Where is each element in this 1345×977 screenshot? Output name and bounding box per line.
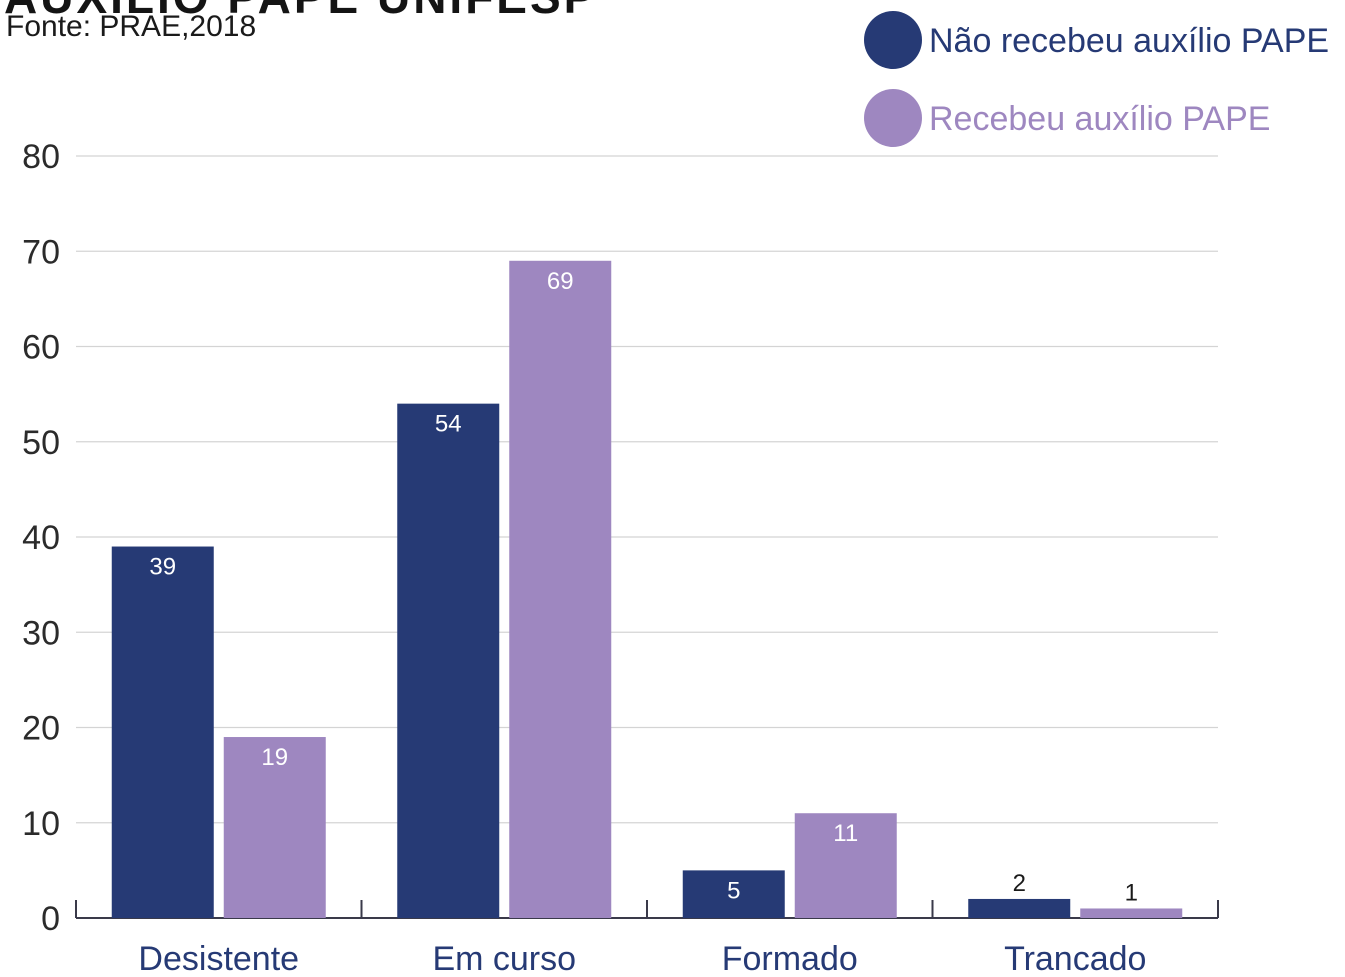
data-label: 69 bbox=[547, 268, 574, 295]
data-label: 39 bbox=[149, 554, 176, 581]
bar bbox=[223, 737, 326, 918]
y-tick-label: 40 bbox=[22, 519, 60, 557]
legend-label: Não recebeu auxílio PAPE bbox=[929, 22, 1329, 60]
y-tick-label: 20 bbox=[22, 710, 60, 748]
data-label: 11 bbox=[833, 820, 858, 847]
bar bbox=[397, 403, 500, 918]
y-tick-label: 60 bbox=[22, 329, 60, 367]
data-label: 1 bbox=[1125, 879, 1138, 906]
bar bbox=[1080, 908, 1183, 918]
data-label: 2 bbox=[1013, 870, 1026, 897]
x-tick-label: Formado bbox=[722, 940, 858, 977]
data-label: 5 bbox=[727, 877, 740, 904]
chart-source: Fonte: PRAE,2018 bbox=[6, 10, 257, 43]
legend-label: Recebeu auxílio PAPE bbox=[929, 100, 1270, 138]
legend-swatch bbox=[864, 89, 922, 147]
y-tick-label: 10 bbox=[22, 805, 60, 843]
y-tick-label: 30 bbox=[22, 614, 60, 652]
data-label: 19 bbox=[261, 744, 288, 771]
legend-swatch bbox=[864, 11, 922, 69]
bar bbox=[794, 813, 897, 918]
y-tick-label: 50 bbox=[22, 424, 60, 462]
bar bbox=[111, 546, 214, 918]
y-tick-label: 0 bbox=[41, 900, 60, 938]
x-tick-label: Desistente bbox=[138, 940, 299, 977]
data-label: 54 bbox=[435, 411, 462, 438]
x-tick-label: Em curso bbox=[432, 940, 576, 977]
chart-title: AUXÍLIO PAPE UNIFESP bbox=[4, 0, 597, 24]
y-tick-label: 80 bbox=[22, 138, 60, 176]
bar bbox=[682, 870, 785, 918]
y-tick-label: 70 bbox=[22, 233, 60, 271]
bar bbox=[509, 260, 612, 918]
bar bbox=[968, 898, 1071, 918]
x-tick-label: Trancado bbox=[1004, 940, 1146, 977]
